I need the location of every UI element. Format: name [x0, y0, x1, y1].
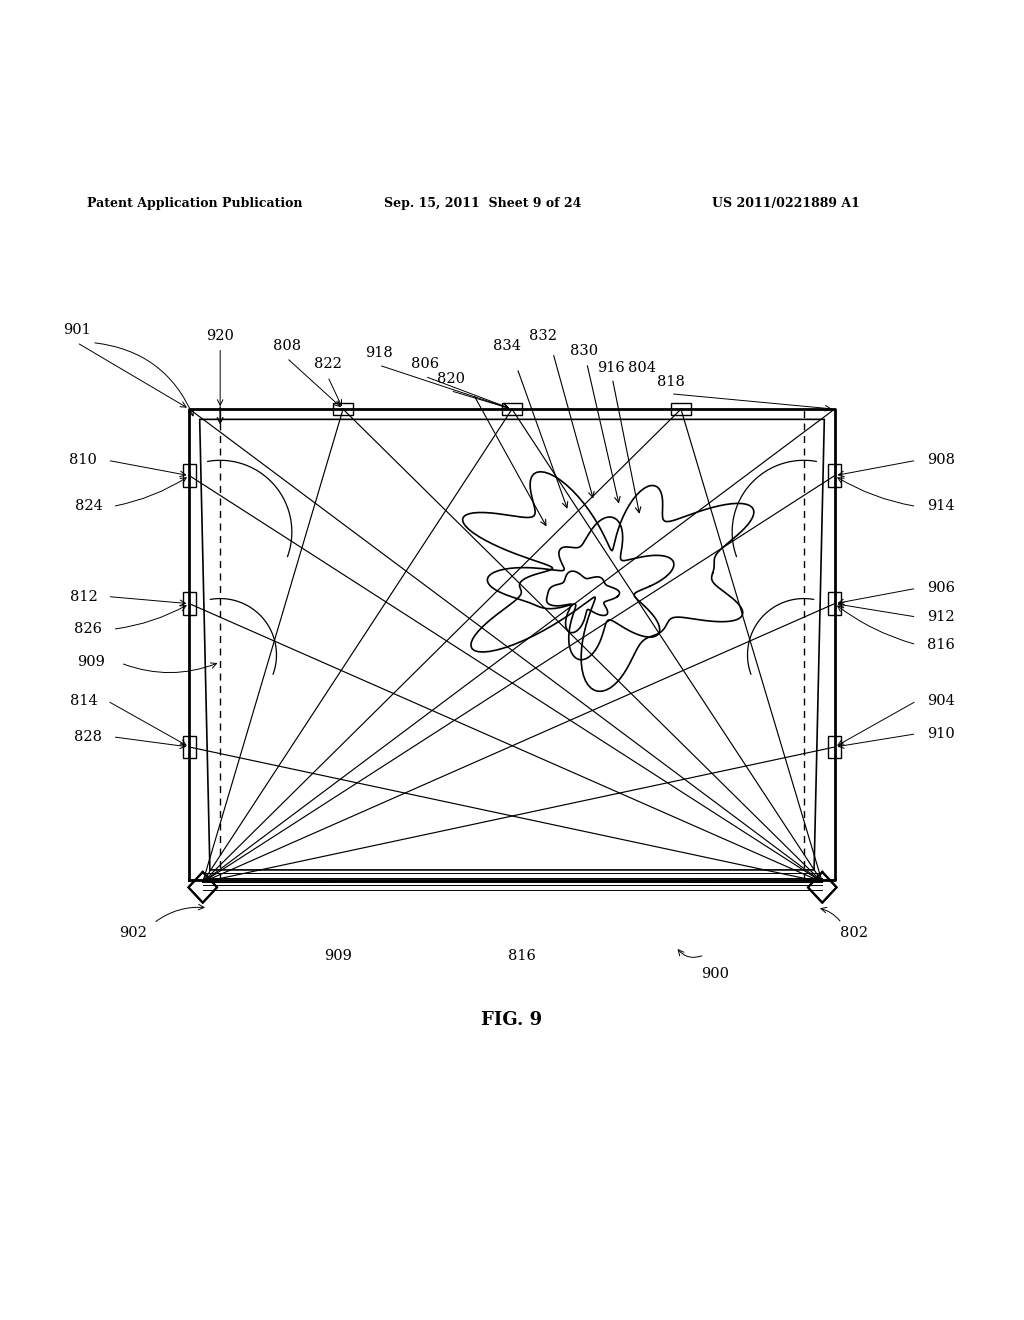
Text: 910: 910	[927, 727, 954, 741]
Text: 808: 808	[272, 339, 301, 352]
Text: Patent Application Publication: Patent Application Publication	[87, 197, 302, 210]
Text: 822: 822	[313, 358, 342, 371]
Text: 912: 912	[927, 610, 954, 624]
Text: 804: 804	[628, 362, 656, 375]
Text: FIG. 9: FIG. 9	[481, 1011, 543, 1030]
Text: US 2011/0221889 A1: US 2011/0221889 A1	[712, 197, 859, 210]
Text: 832: 832	[528, 329, 557, 343]
Text: 914: 914	[927, 499, 954, 513]
Text: 826: 826	[75, 622, 102, 636]
Bar	[828, 593, 841, 615]
Text: 818: 818	[656, 375, 685, 388]
Text: 834: 834	[493, 339, 521, 352]
Text: 909: 909	[324, 949, 352, 962]
Bar	[183, 735, 196, 758]
Text: 920: 920	[206, 329, 234, 343]
Polygon shape	[808, 873, 837, 903]
Text: 904: 904	[927, 694, 954, 708]
Bar	[828, 735, 841, 758]
Bar	[671, 403, 691, 416]
Text: 810: 810	[70, 453, 97, 467]
Bar	[502, 403, 522, 416]
Text: 918: 918	[365, 346, 393, 360]
Polygon shape	[188, 873, 217, 903]
Text: 900: 900	[701, 968, 729, 981]
Text: 802: 802	[840, 927, 867, 940]
Text: Sep. 15, 2011  Sheet 9 of 24: Sep. 15, 2011 Sheet 9 of 24	[384, 197, 582, 210]
Bar	[828, 465, 841, 487]
Text: 816: 816	[927, 638, 954, 652]
Text: 901: 901	[62, 323, 91, 338]
Text: 820: 820	[436, 371, 465, 385]
Text: 902: 902	[119, 927, 147, 940]
Bar	[183, 465, 196, 487]
Text: 824: 824	[75, 499, 102, 513]
Text: 830: 830	[569, 345, 598, 358]
Text: 806: 806	[411, 358, 439, 371]
Text: 906: 906	[927, 581, 954, 595]
Text: 812: 812	[70, 590, 97, 603]
Text: 908: 908	[927, 453, 954, 467]
Text: 816: 816	[508, 949, 537, 962]
Text: 916: 916	[597, 362, 626, 375]
Bar	[333, 403, 353, 416]
Text: 909: 909	[78, 655, 105, 669]
Text: 814: 814	[70, 694, 97, 708]
Bar	[183, 593, 196, 615]
Text: 828: 828	[75, 730, 102, 743]
